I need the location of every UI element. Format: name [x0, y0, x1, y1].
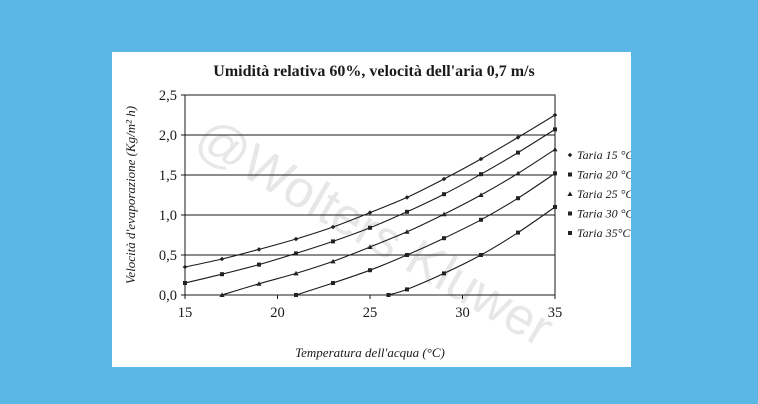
data-point [404, 229, 410, 234]
legend: Taria 15 °C Taria 20 °C Taria 25 °C Taria 3… [567, 148, 631, 240]
data-point [552, 146, 558, 152]
y-tick-label: 2,0 [159, 128, 177, 144]
legend-marker [568, 172, 572, 177]
legend-marker [567, 152, 573, 158]
legend-item: Taria 25 °C [567, 187, 631, 201]
data-point [330, 258, 336, 264]
x-tick-label: 20 [270, 305, 285, 321]
data-point [256, 281, 262, 286]
legend-label: Taria 25 °C [577, 187, 631, 201]
data-point [367, 244, 373, 249]
data-point [182, 264, 188, 270]
series-line [221, 148, 556, 296]
data-point [515, 135, 521, 140]
data-series [182, 112, 558, 297]
data-point [293, 236, 299, 242]
data-point [479, 172, 483, 177]
legend-item: Taria 30 °C [568, 207, 631, 221]
legend-label: Taria 30 °C [577, 207, 631, 221]
data-point [367, 210, 373, 215]
y-tick-label: 0,0 [159, 288, 177, 304]
chart-title: Umidità relativa 60%, velocità dell'aria… [213, 63, 534, 80]
evaporation-chart: @Wolters Kluwer Umidità relativa 60%, ve… [123, 63, 631, 360]
data-point [478, 156, 484, 162]
data-point [516, 196, 520, 201]
axis-ticks: 0,0 0,5 1,0 1,5 2,0 2,5 15 20 25 30 35 [159, 88, 562, 321]
data-point [516, 230, 520, 235]
x-tick-label: 15 [178, 305, 193, 321]
legend-item: Taria 20 °C [568, 168, 631, 182]
legend-item: Taria 15 °C [567, 148, 631, 162]
data-point [294, 293, 298, 297]
data-point [331, 281, 335, 285]
legend-marker [568, 231, 572, 235]
x-tick-label: 30 [455, 305, 470, 321]
data-point [442, 192, 446, 197]
data-point [441, 211, 447, 217]
data-point [478, 192, 484, 197]
data-point [386, 293, 391, 297]
data-point [553, 171, 557, 176]
series-5 [386, 205, 557, 297]
data-point [441, 176, 447, 182]
data-point [405, 253, 409, 257]
data-point [442, 236, 446, 241]
data-point [219, 256, 225, 262]
data-point [515, 170, 521, 176]
data-point [368, 268, 372, 273]
x-tick-label: 25 [363, 305, 378, 321]
data-point [220, 272, 224, 277]
x-axis-label: Temperatura dell'acqua (°C) [295, 345, 445, 360]
x-tick-label: 35 [548, 305, 563, 321]
y-tick-label: 1,5 [159, 168, 177, 184]
data-point [516, 150, 520, 155]
legend-marker [568, 211, 572, 216]
data-point [294, 251, 298, 256]
data-point [219, 292, 225, 297]
legend-label: Taria 35°C [577, 226, 631, 240]
data-point [553, 127, 557, 132]
legend-marker [567, 191, 573, 196]
series-3 [219, 146, 558, 297]
series-4 [294, 171, 557, 297]
legend-label: Taria 20 °C [577, 168, 631, 182]
data-point [405, 209, 409, 214]
chart-card: @Wolters Kluwer Umidità relativa 60%, ve… [112, 52, 631, 367]
y-tick-label: 2,5 [159, 88, 177, 104]
series-1 [182, 112, 558, 270]
data-point [330, 224, 336, 230]
data-point [368, 225, 372, 230]
data-point [293, 270, 299, 276]
legend-item: Taria 35°C [568, 226, 631, 240]
y-tick-label: 0,5 [159, 248, 177, 264]
data-point [183, 281, 187, 285]
series-line [388, 206, 556, 296]
data-point [442, 271, 446, 276]
data-point [256, 247, 262, 252]
y-axis-label: Velocità d'evaporazione (Kg/m² h) [123, 106, 138, 284]
series-line [295, 172, 556, 296]
data-point [479, 217, 483, 222]
data-point [553, 205, 557, 209]
data-point [331, 239, 335, 244]
data-point [404, 195, 410, 200]
legend-label: Taria 15 °C [577, 148, 631, 162]
series-2 [183, 127, 557, 285]
data-point [405, 287, 409, 292]
data-point [257, 262, 261, 267]
y-tick-label: 1,0 [159, 208, 177, 224]
data-point [479, 253, 483, 257]
